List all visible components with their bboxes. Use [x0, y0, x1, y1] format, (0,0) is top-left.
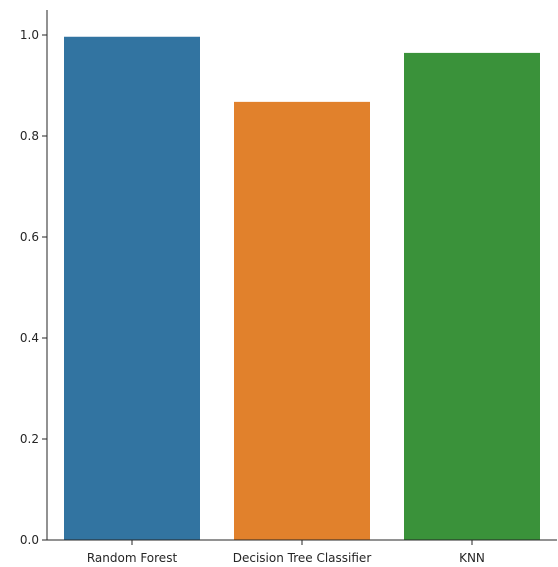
x-axis: Random Forest Decision Tree Classifier KNN	[47, 539, 557, 565]
x-ticks: Random Forest Decision Tree Classifier KNN	[87, 540, 485, 565]
bar-knn	[404, 52, 540, 541]
y-tick-label: 0.8	[20, 129, 39, 143]
bar-decision-tree-classifier	[234, 101, 370, 541]
bars-group	[64, 36, 540, 541]
x-tick-label: Random Forest	[87, 551, 178, 565]
y-tick-label: 0.4	[20, 331, 39, 345]
x-tick-label: KNN	[459, 551, 485, 565]
y-axis: 0.0 0.2 0.4 0.6 0.8 1.0	[20, 10, 48, 547]
y-tick-label: 0.2	[20, 432, 39, 446]
y-ticks: 0.0 0.2 0.4 0.6 0.8 1.0	[20, 28, 47, 547]
bar-random-forest	[64, 36, 200, 540]
y-tick-label: 0.0	[20, 533, 39, 547]
y-tick-label: 0.6	[20, 230, 39, 244]
y-tick-label: 1.0	[20, 28, 39, 42]
x-tick-label: Decision Tree Classifier	[233, 551, 372, 565]
